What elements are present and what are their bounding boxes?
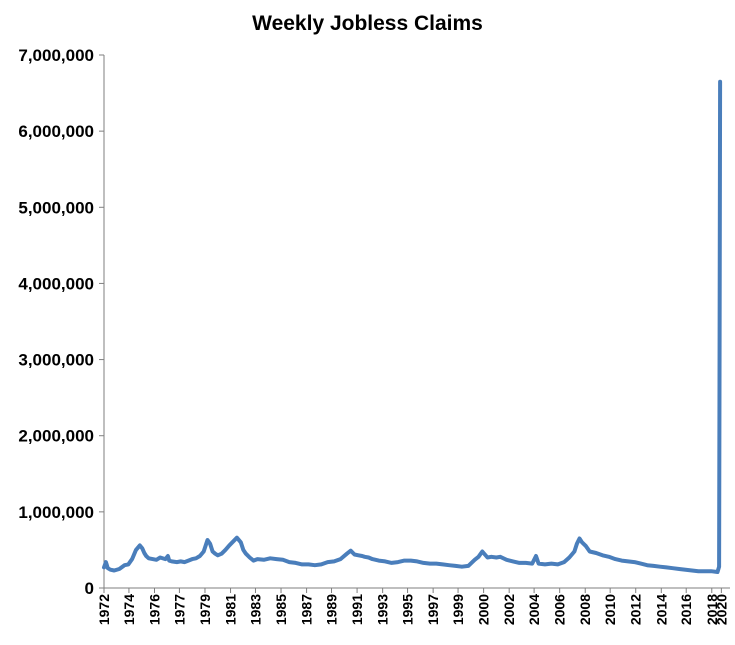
series-line-weekly-claims (102, 79, 723, 574)
x-tick-label: 2010 (602, 594, 618, 625)
x-tick-label: 1979 (197, 594, 213, 625)
y-tick-label: 1,000,000 (18, 503, 94, 522)
x-tick-label: 1977 (171, 594, 187, 625)
x-tick-label: 1983 (247, 594, 263, 625)
x-tick-label: 1999 (450, 594, 466, 625)
x-tick-label: 1995 (400, 594, 416, 625)
x-tick-label: 1993 (375, 594, 391, 625)
x-tick-label: 1987 (299, 594, 315, 625)
chart-title: Weekly Jobless Claims (252, 12, 483, 35)
x-tick-label: 2004 (526, 594, 542, 625)
x-tick-label: 1976 (146, 594, 162, 625)
x-tick-label: 2000 (476, 594, 492, 625)
x-tick-label: 1972 (96, 594, 112, 625)
y-ticks: 0 1,000,000 2,000,000 3,000,000 4,000,000 5,0… (18, 46, 104, 598)
x-tick-label: 2002 (501, 594, 517, 625)
y-tick-label: 0 (85, 579, 94, 598)
x-tick-label: 2018 (704, 594, 720, 625)
x-tick-label: 1981 (223, 594, 239, 625)
x-tick-label: 2016 (678, 594, 694, 625)
y-tick-label: 6,000,000 (18, 122, 94, 141)
x-tick-label: 1974 (121, 594, 137, 625)
y-tick-label: 5,000,000 (18, 198, 94, 217)
x-tick-label: 1985 (273, 594, 289, 625)
x-tick-label: 2008 (577, 594, 593, 625)
y-tick-label: 3,000,000 (18, 351, 94, 370)
y-tick-label: 2,000,000 (18, 427, 94, 446)
y-tick-label: 7,000,000 (18, 46, 94, 65)
x-tick-label: 1991 (349, 594, 365, 625)
x-tick-label: 1997 (425, 594, 441, 625)
x-tick-label: 1989 (324, 594, 340, 625)
x-ticks: 1972 1974 1976 1977 1979 1981 1983 1985 1987 1989… (96, 588, 729, 625)
x-tick-label: 2014 (653, 594, 669, 625)
x-tick-label: 2012 (628, 594, 644, 625)
x-tick-label: 2020 (713, 594, 729, 625)
x-tick-label: 2006 (552, 594, 568, 625)
y-tick-label: 4,000,000 (18, 274, 94, 293)
